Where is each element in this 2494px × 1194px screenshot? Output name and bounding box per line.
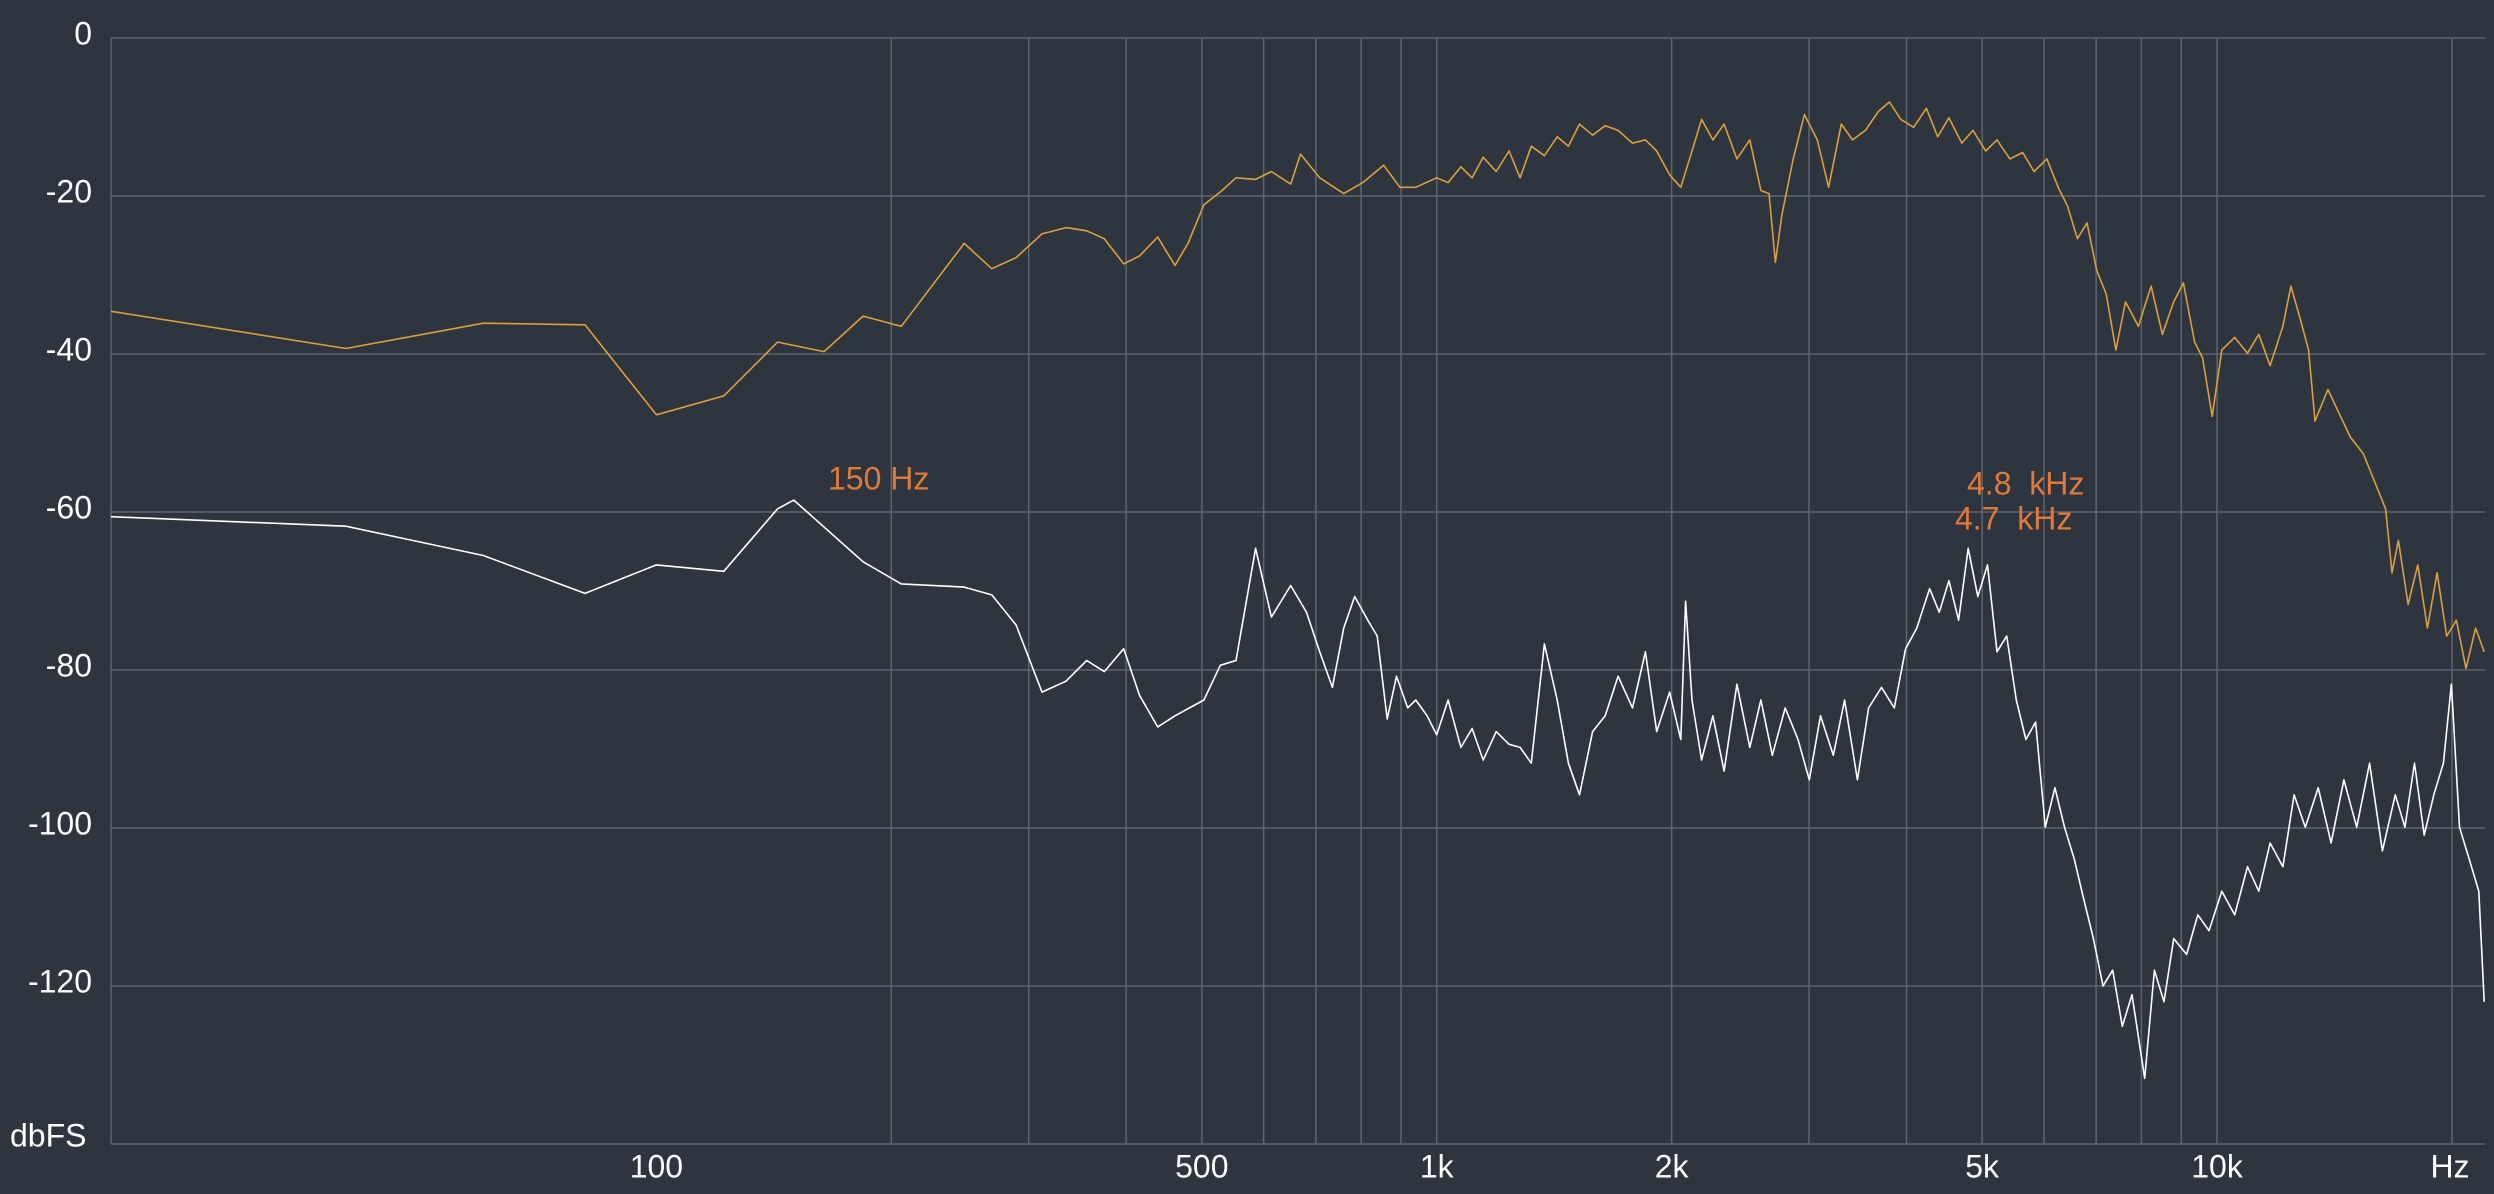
spectrum-line	[110, 101, 2485, 670]
x-tick-label: 5k	[1965, 1148, 2000, 1184]
peak-annotation: 150 Hz	[828, 460, 929, 496]
y-tick-label: -120	[28, 963, 92, 999]
peak-annotation: 4.8 kHz	[1967, 465, 2084, 501]
peak-annotation: 4.7 kHz	[1955, 500, 2072, 536]
x-tick-label: 10k	[2191, 1148, 2244, 1184]
y-tick-label: -20	[46, 173, 92, 209]
spectrum-line	[110, 499, 2485, 1080]
y-tick-label: -60	[46, 489, 92, 525]
y-tick-label: -100	[28, 805, 92, 841]
y-tick-label: -40	[46, 331, 92, 367]
y-axis-label: dbFS	[10, 1117, 86, 1153]
x-tick-label: 2k	[1655, 1148, 1690, 1184]
x-axis-label: Hz	[2430, 1148, 2469, 1184]
y-tick-label: 0	[74, 15, 92, 51]
y-tick-label: -80	[46, 647, 92, 683]
x-tick-label: 1k	[1420, 1148, 1455, 1184]
x-tick-label: 500	[1175, 1148, 1228, 1184]
x-tick-label: 100	[630, 1148, 683, 1184]
